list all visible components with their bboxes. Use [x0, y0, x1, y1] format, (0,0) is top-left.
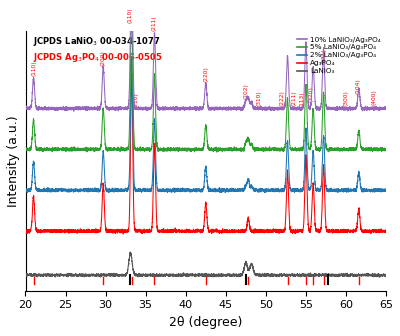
Text: (211): (211) — [292, 90, 296, 106]
X-axis label: 2θ (degree): 2θ (degree) — [169, 316, 242, 329]
Y-axis label: Intensity (a.u.): Intensity (a.u.) — [7, 115, 20, 207]
Text: JCPDS LaNiO$_3$ 00-034-1077: JCPDS LaNiO$_3$ 00-034-1077 — [33, 35, 160, 48]
Text: (211): (211) — [152, 15, 157, 31]
Text: (220): (220) — [203, 66, 208, 82]
Legend: 10% LaNiO₃/Ag₃PO₄, 5% LaNiO₃/Ag₃PO₄, 2% LaNiO₃/Ag₃PO₄, Ag₃PO₄, LaNiO₃: 10% LaNiO₃/Ag₃PO₄, 5% LaNiO₃/Ag₃PO₄, 2% … — [295, 35, 382, 76]
Text: (310): (310) — [257, 90, 262, 106]
Text: (110): (110) — [31, 60, 36, 76]
Text: (222): (222) — [279, 90, 284, 107]
Text: (110): (110) — [128, 7, 133, 23]
Text: (104): (104) — [356, 78, 360, 94]
Text: (210): (210) — [134, 92, 138, 108]
Text: (113): (113) — [300, 92, 304, 107]
Text: JCPDS Ag$_3$PO$_4$ 00-006-0505: JCPDS Ag$_3$PO$_4$ 00-006-0505 — [33, 51, 162, 64]
Text: (400): (400) — [372, 89, 376, 105]
Text: (300): (300) — [344, 90, 348, 106]
Text: (200): (200) — [101, 50, 106, 66]
Text: (202): (202) — [243, 83, 248, 99]
Text: (321): (321) — [322, 48, 327, 64]
Text: (320): (320) — [308, 86, 313, 102]
